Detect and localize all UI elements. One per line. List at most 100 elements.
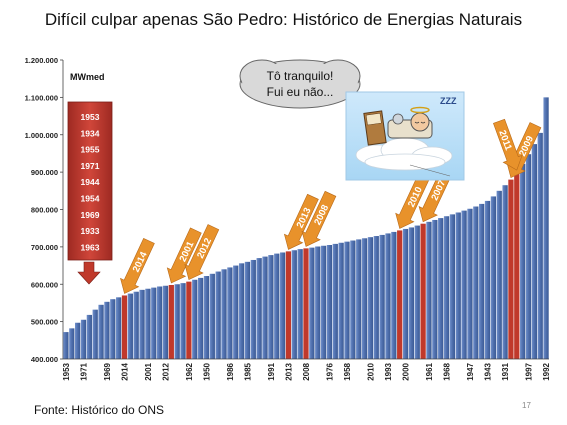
- bar: [145, 288, 151, 359]
- bar: [297, 249, 303, 359]
- bar: [543, 97, 549, 359]
- bar: [139, 289, 145, 359]
- bar: [479, 203, 485, 359]
- highlight-bar: [186, 281, 192, 359]
- lowest-year-label: 1969: [81, 210, 100, 220]
- lowest-years-panel: [67, 101, 113, 261]
- x-tick-label: 1947: [466, 362, 475, 380]
- callout-line-2: Fui eu não...: [267, 85, 334, 99]
- bar: [490, 196, 497, 359]
- lowest-year-label: 1954: [81, 194, 100, 204]
- annotation-year-label: 2010: [406, 185, 425, 209]
- bar: [309, 247, 315, 359]
- x-tick-label: 1969: [103, 362, 112, 380]
- x-tick-label: 1985: [243, 362, 252, 380]
- lowest-year-label: 1963: [81, 242, 100, 252]
- x-tick-label: 2010: [366, 362, 375, 380]
- speech-bubble: Tô tranquilo! Fui eu não...: [239, 59, 361, 119]
- x-tick-label: 1968: [443, 362, 452, 380]
- bar: [443, 216, 450, 359]
- bar: [227, 267, 233, 359]
- bar: [262, 256, 268, 359]
- bar: [326, 245, 333, 359]
- bar: [115, 297, 122, 359]
- bar: [385, 233, 391, 359]
- bar: [391, 231, 397, 359]
- bar: [320, 245, 327, 359]
- bar: [221, 269, 227, 359]
- x-tick-label: 1976: [325, 362, 334, 380]
- x-tick-label: 1943: [484, 362, 493, 380]
- bar: [98, 304, 104, 359]
- bar: [92, 309, 98, 359]
- highlight-bar: [514, 172, 520, 359]
- bar: [332, 243, 338, 359]
- bar: [502, 185, 508, 359]
- bar: [80, 319, 87, 359]
- highlight-bar: [420, 223, 426, 359]
- x-tick-label: 2000: [402, 362, 411, 380]
- y-tick-label: 700.000: [31, 243, 58, 252]
- bar: [197, 277, 204, 359]
- y-tick-label: 800.000: [31, 206, 58, 215]
- lowest-year-label: 1933: [81, 226, 100, 236]
- bar: [525, 154, 532, 359]
- bar: [473, 206, 479, 359]
- y-tick-label: 1.200.000: [25, 56, 58, 65]
- highlight-bar: [397, 230, 403, 359]
- bar: [356, 239, 362, 359]
- bar: [209, 273, 215, 359]
- x-tick-label: 1971: [79, 362, 88, 380]
- bar: [162, 285, 169, 359]
- lowest-year-label: 1953: [81, 112, 100, 122]
- x-tick-label: 2001: [144, 362, 153, 380]
- bar: [467, 208, 473, 359]
- y-tick-label: 1.000.000: [25, 131, 58, 140]
- bar: [104, 301, 110, 359]
- source-note: Fonte: Histórico do ONS: [34, 403, 165, 417]
- slide-title: Difícil culpar apenas São Pedro: Históri…: [44, 10, 523, 29]
- y-tick-label: 400.000: [31, 355, 58, 364]
- bar: [156, 286, 163, 359]
- x-tick-label: 1962: [185, 362, 194, 380]
- x-tick-label: 1950: [202, 362, 211, 380]
- arrow-shape: [120, 238, 155, 294]
- zzz-decoration: ZZZ: [440, 96, 457, 106]
- x-tick-label: 1958: [343, 362, 352, 380]
- bar: [338, 242, 344, 359]
- x-tick-label: 1961: [425, 362, 434, 380]
- unit-label: MWmed: [70, 72, 105, 82]
- year-annotation-arrow: 2014: [120, 238, 155, 294]
- bar: [414, 225, 420, 359]
- y-tick-label: 1.100.000: [25, 93, 58, 102]
- bar: [86, 314, 92, 359]
- bar: [496, 190, 502, 359]
- y-tick-label: 600.000: [31, 280, 58, 289]
- sleeping-cartoon-illustration: ZZZ: [345, 91, 465, 181]
- lowest-year-label: 1971: [81, 161, 100, 171]
- bar: [127, 293, 133, 359]
- bar: [133, 291, 139, 359]
- bar: [192, 279, 198, 359]
- bar: [402, 228, 409, 359]
- lowest-year-label: 1955: [81, 145, 100, 155]
- bar: [408, 227, 415, 359]
- bar: [203, 276, 210, 359]
- x-tick-label: 1993: [384, 362, 393, 380]
- arrow-shape: [184, 224, 220, 281]
- x-tick-label: 2013: [284, 362, 293, 380]
- callout-line-1: Tô tranquilo!: [267, 69, 334, 83]
- bar: [484, 200, 491, 359]
- bar: [215, 271, 221, 359]
- bar: [344, 241, 350, 359]
- x-tick-label: 1931: [501, 362, 510, 380]
- bar: [537, 132, 543, 359]
- x-tick-label: 2014: [120, 362, 129, 380]
- lowest-year-label: 1934: [81, 128, 100, 138]
- annotation-year-label: 2007: [429, 179, 448, 203]
- bar: [438, 218, 444, 359]
- bar: [350, 240, 356, 359]
- x-tick-label: 1986: [226, 362, 235, 380]
- bars-group: [63, 97, 549, 359]
